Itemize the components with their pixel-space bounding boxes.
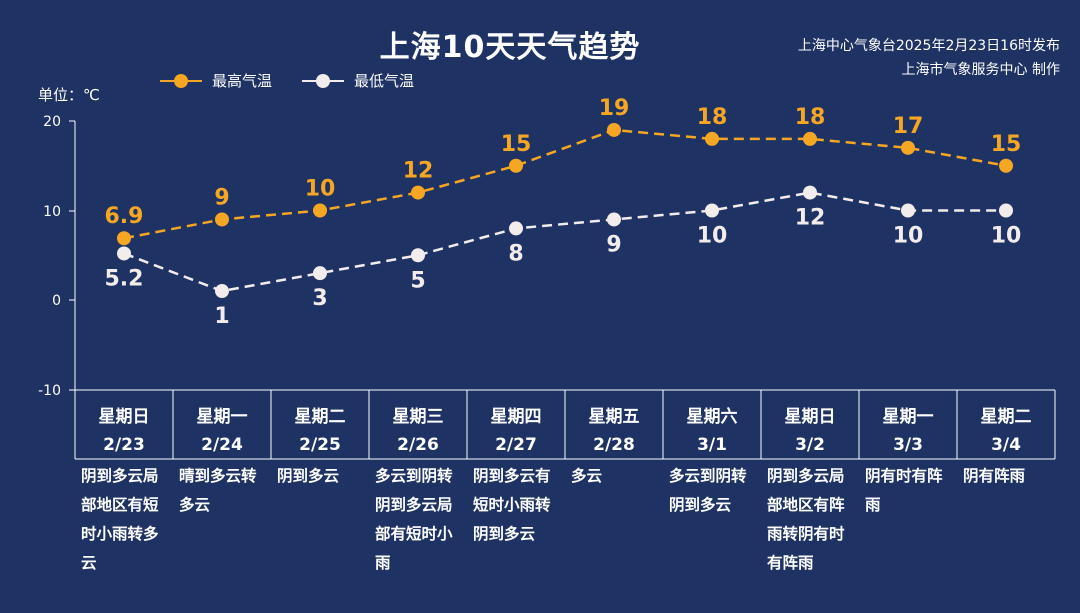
x-tick-weekday: 星期二 (981, 407, 1032, 427)
high-temp-label: 18 (697, 105, 728, 130)
x-tick-date: 2/26 (397, 435, 439, 455)
x-tick-date: 3/1 (697, 435, 727, 455)
x-tick-weekday: 星期日 (785, 407, 836, 427)
y-axis-unit-label: 单位：℃ (38, 86, 100, 104)
high-temp-label: 17 (893, 114, 924, 139)
x-tick-weekday: 星期日 (99, 407, 150, 427)
x-tick-weekday: 星期三 (393, 407, 444, 427)
x-tick-weekday: 星期一 (197, 407, 248, 427)
x-tick-date: 2/25 (299, 435, 341, 455)
high-temp-point (215, 212, 229, 227)
y-tick-label: 10 (43, 204, 61, 220)
issuer-info: 上海中心气象台2025年2月23日16时发布 上海市气象服务中心 制作 (798, 34, 1060, 82)
x-tick-weekday: 星期一 (883, 407, 934, 427)
high-temp-point (411, 185, 425, 200)
high-temp-label: 10 (305, 177, 336, 202)
x-tick-weekday: 星期四 (491, 407, 542, 427)
high-temp-point (117, 231, 131, 246)
series-line-low (123, 191, 1006, 293)
weather-description: 阴有时有阵雨 (865, 467, 943, 514)
chart-legend: 最高气温 最低气温 (160, 70, 414, 91)
x-tick-date: 2/23 (103, 435, 145, 455)
low-temp-point (901, 203, 915, 218)
low-temp-label: 10 (893, 224, 924, 249)
high-temp-point (607, 122, 621, 137)
weather-description: 阴到多云局部地区有短时小雨转多云 (81, 467, 159, 572)
high-temp-label: 15 (501, 132, 532, 157)
y-tick-label: 0 (52, 293, 61, 309)
high-temp-label: 15 (991, 132, 1022, 157)
legend-item-high: 最高气温 (160, 70, 272, 91)
x-tick-date: 2/24 (201, 435, 243, 455)
x-tick-weekday: 星期二 (295, 407, 346, 427)
legend-label-high: 最高气温 (212, 72, 273, 90)
low-temp-label: 5.2 (105, 266, 144, 291)
low-temp-label: 5 (410, 268, 425, 293)
x-tick-date: 2/28 (593, 435, 635, 455)
series-line-high (123, 128, 1007, 240)
low-temp-point (999, 203, 1013, 218)
weather-description: 多云到阴转阴到多云 (669, 467, 747, 514)
low-temp-point (411, 248, 425, 263)
page-title: 上海10天天气趋势 (379, 30, 641, 65)
high-temp-label: 6.9 (105, 204, 144, 229)
high-temp-label: 12 (403, 159, 434, 184)
low-temp-label: 1 (214, 304, 229, 329)
low-temp-point (313, 266, 327, 281)
high-temp-point (705, 131, 719, 146)
issuer-line-2: 上海市气象服务中心 制作 (901, 62, 1060, 78)
low-temp-label: 12 (795, 206, 826, 231)
low-temp-label: 10 (991, 224, 1022, 249)
low-temp-point (803, 185, 817, 200)
weather-description: 多云到阴转阴到多云局部有短时小雨 (375, 467, 453, 572)
high-temp-point (803, 131, 817, 146)
low-temp-point (117, 246, 131, 261)
high-temp-label: 18 (795, 105, 826, 130)
low-temp-point (607, 212, 621, 227)
low-temp-point (705, 203, 719, 218)
legend-swatch-high (160, 73, 202, 88)
x-tick-date: 3/2 (795, 435, 825, 455)
high-temp-point (901, 140, 915, 155)
x-tick-weekday: 星期五 (589, 407, 640, 427)
high-temp-label: 19 (599, 96, 630, 121)
x-tick-date: 3/4 (991, 435, 1021, 455)
x-tick-date: 3/3 (893, 435, 923, 455)
high-temp-label: 9 (214, 185, 229, 210)
low-temp-point (509, 221, 523, 236)
weather-description: 阴有阵雨 (963, 467, 1026, 485)
high-temp-point (999, 158, 1013, 173)
y-tick-label: -10 (38, 383, 61, 399)
weather-description: 阴到多云 (277, 467, 340, 485)
low-temp-point (215, 284, 229, 299)
x-tick-weekday: 星期六 (687, 406, 738, 427)
low-temp-label: 10 (697, 224, 728, 249)
weather-description: 阴到多云局部地区有阵雨转阴有时有阵雨 (767, 467, 845, 572)
low-temp-label: 3 (312, 286, 327, 311)
weather-descriptions: 阴到多云局部地区有短时小雨转多云 晴到多云转多云 阴到多云 多云到阴转阴到多云局部有短… (75, 462, 1055, 602)
weather-description: 晴到多云转多云 (179, 467, 257, 514)
legend-item-low: 最低气温 (302, 70, 414, 91)
legend-label-low: 最低气温 (354, 72, 415, 90)
high-temp-point (509, 158, 523, 173)
x-tick-date: 2/27 (495, 435, 537, 455)
issuer-line-1: 上海中心气象台2025年2月23日16时发布 (797, 38, 1060, 54)
low-temp-label: 9 (606, 232, 621, 257)
legend-swatch-low (302, 73, 345, 88)
low-temp-label: 8 (508, 241, 523, 266)
weather-description: 阴到多云有短时小雨转阴到多云 (473, 467, 551, 543)
y-tick-label: 20 (43, 114, 61, 130)
high-temp-point (313, 203, 327, 218)
weather-description: 多云 (571, 467, 603, 485)
